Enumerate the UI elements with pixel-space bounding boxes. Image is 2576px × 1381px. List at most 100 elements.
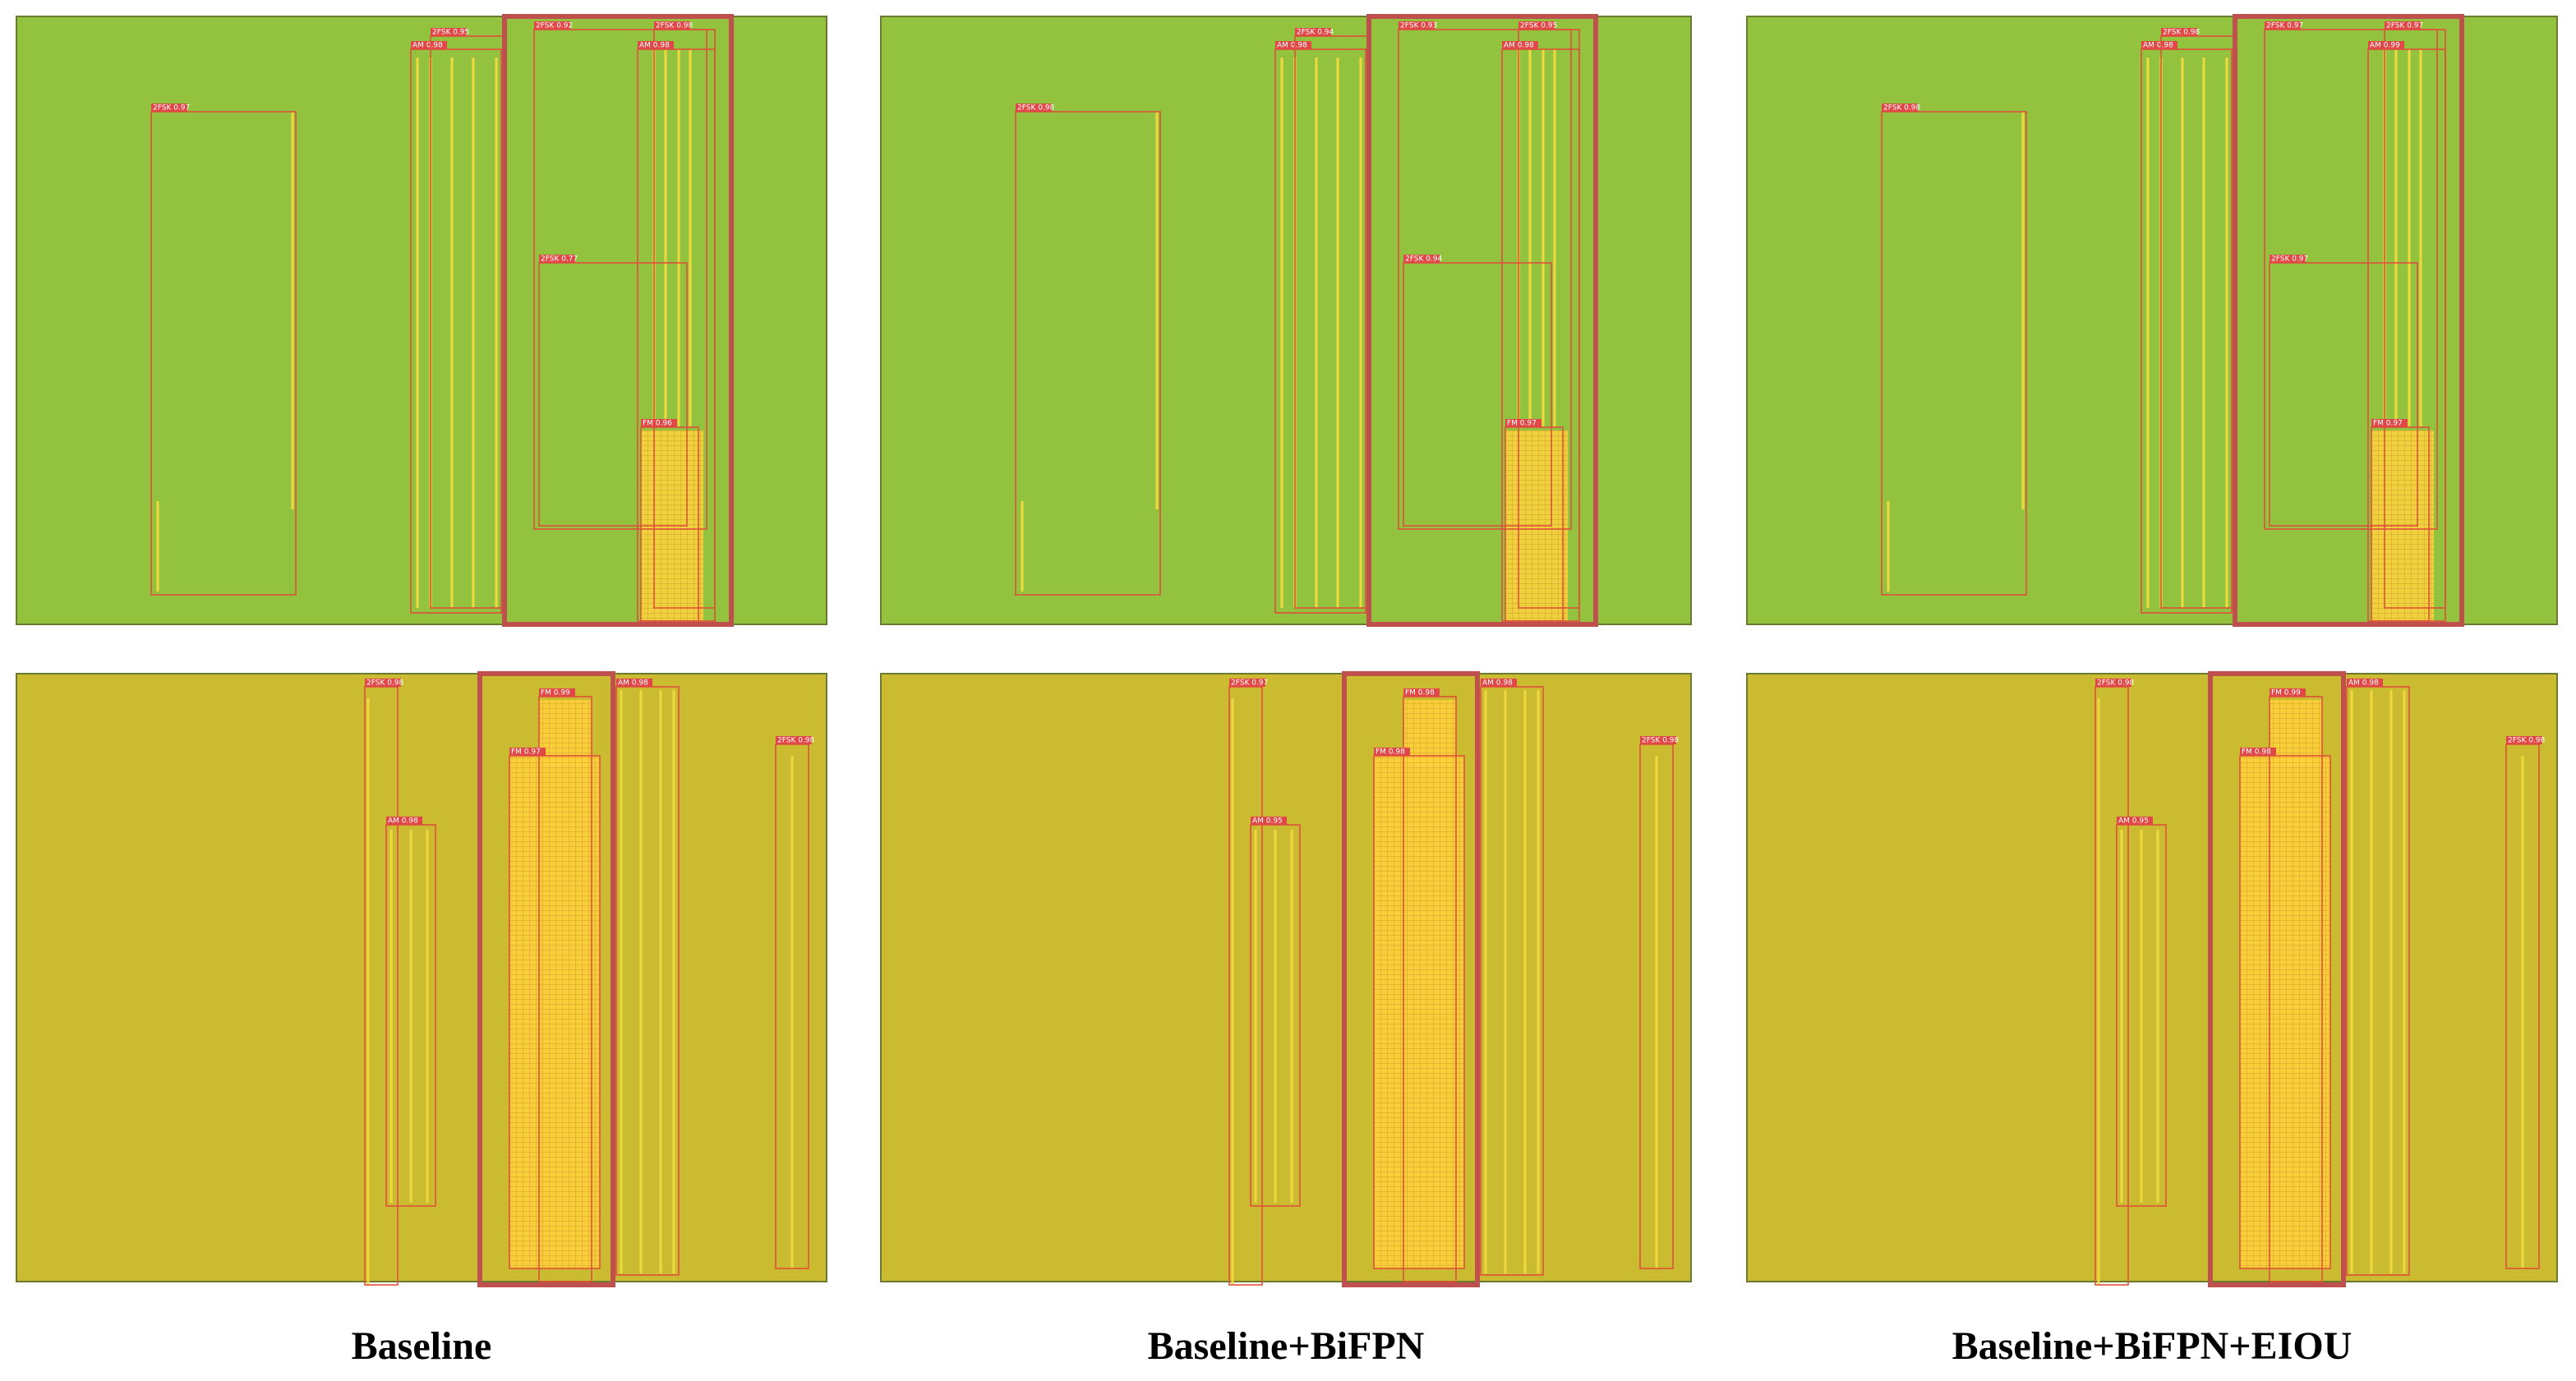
- spectrogram: [1746, 16, 2558, 625]
- detection-label-bg: [1016, 104, 1052, 112]
- detection-label-bg: [1518, 21, 1555, 30]
- detection-label-bg: [1229, 679, 1265, 687]
- detection-label: 2FSK 0.94: [1405, 255, 1443, 264]
- detection-label-bg: [2270, 688, 2306, 697]
- detection-label-bg: [2368, 41, 2404, 49]
- detection-label: 2FSK 0.98: [366, 679, 404, 688]
- detection-label: 2FSK 0.98: [1017, 104, 1055, 113]
- detection-label-bg: [2141, 41, 2177, 49]
- detection-label-bg: [1251, 817, 1287, 825]
- result-panel: 2FSK 0.98 AM 0.98 2FSK 0.94 2FSK 0.93 2FSK 0…: [880, 14, 1692, 627]
- detection-label-bg: [2506, 736, 2542, 744]
- detection-label: FM 0.97: [1507, 420, 1537, 428]
- detection-label-bg: [386, 817, 422, 825]
- detection-label-bg: [411, 41, 447, 49]
- spectrogram: [880, 673, 1692, 1282]
- detection-label: 2FSK 0.92: [536, 22, 573, 30]
- detection-label: FM 0.97: [2373, 420, 2403, 428]
- detection-label: FM 0.98: [1376, 748, 1405, 757]
- caption: Baseline+BiFPN+EIOU: [1952, 1324, 2353, 1368]
- spectrogram: [880, 16, 1692, 625]
- detection-label-bg: [539, 688, 575, 697]
- detection-box: [1881, 111, 2027, 596]
- detection-label-bg: [1505, 419, 1541, 427]
- detection-box: [1398, 29, 1572, 530]
- detection-label-bg: [431, 28, 467, 36]
- highlight-box: [477, 671, 615, 1287]
- detection-label: FM 0.97: [511, 748, 541, 757]
- detection-box: [150, 111, 297, 596]
- result-panel: 2FSK 0.98 AM 0.98 FM 0.99 FM 0.97 AM 0.98 2FS…: [16, 671, 827, 1287]
- detection-label: 2FSK 0.97: [2271, 255, 2308, 264]
- detection-label-bg: [616, 679, 652, 687]
- detection-label-bg: [534, 21, 570, 30]
- detection-label-bg: [2347, 679, 2383, 687]
- fm-signal: [1374, 756, 1464, 1268]
- detection-label: 2FSK 0.98: [2508, 737, 2546, 745]
- detection-label: 2FSK 0.95: [1520, 22, 1557, 30]
- detection-label: 2FSK 0.98: [656, 22, 694, 30]
- fm-signal: [2240, 756, 2330, 1268]
- detection-label: 2FSK 0.98: [2163, 29, 2200, 37]
- detection-label-bg: [1374, 748, 1410, 756]
- detection-label: AM 0.99: [2370, 42, 2400, 50]
- detection-label: 2FSK 0.95: [432, 29, 469, 37]
- detection-label: 2FSK 0.97: [2386, 22, 2423, 30]
- caption: Baseline: [352, 1324, 492, 1368]
- detection-label-bg: [1502, 41, 1538, 49]
- spectrogram: [16, 673, 827, 1282]
- detection-label-bg: [1403, 688, 1440, 697]
- detection-label-bg: [539, 255, 575, 263]
- detection-label: 2FSK 0.94: [1297, 29, 1334, 37]
- fm-signal: [539, 700, 592, 766]
- result-panel: 2FSK 0.97 AM 0.98 2FSK 0.95 2FSK 0.92 2FSK 0…: [16, 14, 827, 627]
- detection-box: [538, 262, 688, 527]
- detection-box: [1274, 48, 1366, 614]
- highlight-box: [2208, 671, 2346, 1287]
- detection-label: FM 0.99: [541, 689, 570, 697]
- detection-label: FM 0.98: [2242, 748, 2271, 757]
- detection-label: AM 0.98: [618, 679, 648, 688]
- detection-label-bg: [2117, 817, 2153, 825]
- detection-label: 2FSK 0.98: [1883, 104, 1921, 113]
- detection-box: [2264, 29, 2438, 530]
- detection-label: 2FSK 0.93: [1400, 22, 1437, 30]
- detection-box: [2239, 755, 2331, 1269]
- detection-label-bg: [1399, 21, 1435, 30]
- detection-label: FM 0.96: [643, 420, 672, 428]
- highlight-box: [1366, 14, 1598, 627]
- detection-label-bg: [641, 419, 677, 427]
- detection-label: AM 0.98: [1482, 679, 1513, 688]
- detection-box: [2269, 262, 2418, 527]
- detection-label-bg: [2265, 21, 2301, 30]
- detection-label-bg: [1481, 679, 1517, 687]
- fm-signal: [509, 756, 600, 1268]
- detection-label: FM 0.99: [2271, 689, 2301, 697]
- detection-label: AM 0.98: [412, 42, 443, 50]
- detection-label-bg: [151, 104, 187, 112]
- detection-label: AM 0.95: [2118, 817, 2149, 826]
- detection-label-bg: [2240, 748, 2276, 756]
- detection-label: 2FSK 0.77: [541, 255, 578, 264]
- result-panel: 2FSK 0.98 AM 0.95 FM 0.99 FM 0.98 AM 0.98 2FS…: [1746, 671, 2558, 1287]
- detection-label-bg: [638, 41, 674, 49]
- detection-label-bg: [1275, 41, 1311, 49]
- detection-label-bg: [776, 736, 812, 744]
- detection-label: AM 0.98: [1277, 42, 1307, 50]
- detection-label: AM 0.98: [388, 817, 418, 826]
- detection-label: FM 0.98: [1405, 689, 1435, 697]
- result-panel: 2FSK 0.98 AM 0.98 2FSK 0.98 2FSK 0.97 2FSK 0…: [1746, 14, 2558, 627]
- detection-box: [1373, 755, 1465, 1269]
- detection-label-bg: [1640, 736, 1676, 744]
- detection-box: [1403, 262, 1552, 527]
- detection-label: 2FSK 0.97: [1231, 679, 1268, 688]
- detection-label: AM 0.98: [2348, 679, 2379, 688]
- detection-label: 2FSK 0.98: [777, 737, 815, 745]
- detection-label-bg: [654, 21, 690, 30]
- fm-signal: [1403, 700, 1456, 766]
- detection-label: 2FSK 0.98: [2097, 679, 2135, 688]
- detection-box: [2141, 48, 2233, 614]
- detection-label-bg: [2371, 419, 2408, 427]
- detection-label-bg: [509, 748, 546, 756]
